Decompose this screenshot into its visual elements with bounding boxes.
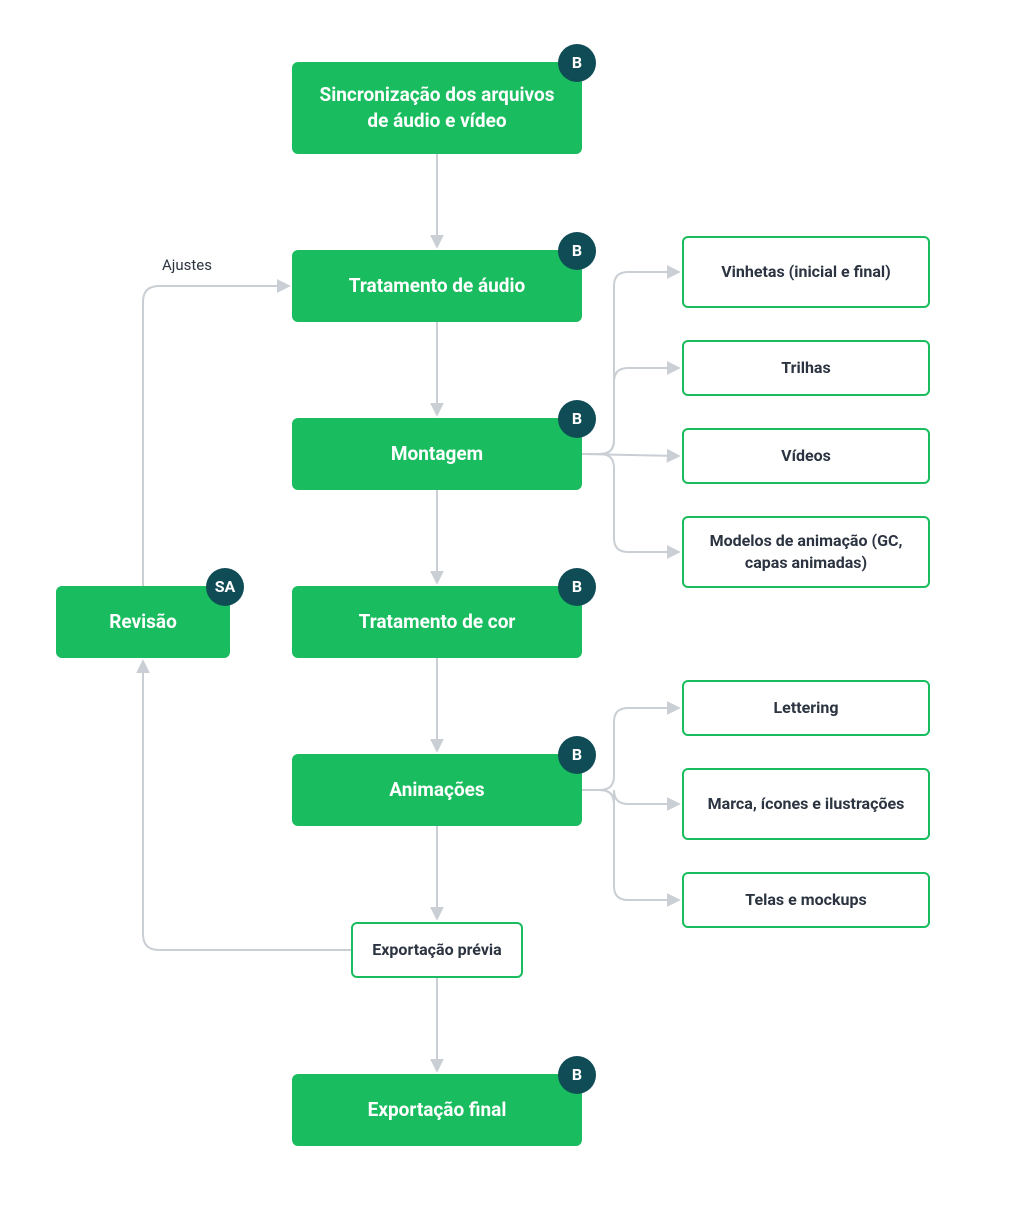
node-label: Modelos de animação (GC, capas animadas)	[700, 530, 912, 573]
node-expfinal: Exportação finalB	[292, 1074, 582, 1146]
node-cor: Tratamento de corB	[292, 586, 582, 658]
node-label: Revisão	[109, 609, 177, 635]
node-label: Vinhetas (inicial e final)	[721, 261, 891, 283]
node-vinhetas: Vinhetas (inicial e final)	[682, 236, 930, 308]
node-videos: Vídeos	[682, 428, 930, 484]
node-sync: Sincronização dos arquivos de áudio e ví…	[292, 62, 582, 154]
edge	[582, 708, 678, 790]
node-label: Exportação final	[368, 1097, 507, 1123]
node-audio: Tratamento de áudioB	[292, 250, 582, 322]
edge	[582, 368, 678, 454]
node-badge: B	[558, 1056, 596, 1094]
node-lettering: Lettering	[682, 680, 930, 736]
node-badge: B	[558, 400, 596, 438]
node-montagem: MontagemB	[292, 418, 582, 490]
node-revisao: RevisãoSA	[56, 586, 230, 658]
node-marca: Marca, ícones e ilustrações	[682, 768, 930, 840]
edge	[582, 790, 678, 804]
node-label: Lettering	[774, 697, 839, 719]
node-label: Tratamento de áudio	[349, 273, 526, 299]
node-label: Animações	[389, 777, 484, 803]
node-label: Exportação prévia	[372, 939, 501, 961]
node-telas: Telas e mockups	[682, 872, 930, 928]
node-expprev: Exportação prévia	[351, 922, 523, 978]
edge	[582, 272, 678, 454]
edge-label: Ajustes	[162, 256, 212, 274]
edge	[143, 286, 288, 586]
node-label: Vídeos	[781, 445, 831, 467]
edge	[582, 454, 678, 456]
node-modelos: Modelos de animação (GC, capas animadas)	[682, 516, 930, 588]
node-label: Trilhas	[781, 357, 830, 379]
flowchart-canvas: Ajustes Sincronização dos arquivos de áud…	[0, 0, 1024, 1222]
node-label: Telas e mockups	[745, 889, 866, 911]
node-label: Sincronização dos arquivos de áudio e ví…	[310, 82, 564, 133]
node-badge: B	[558, 568, 596, 606]
node-badge: B	[558, 232, 596, 270]
node-label: Tratamento de cor	[359, 609, 516, 635]
node-badge: B	[558, 44, 596, 82]
node-trilhas: Trilhas	[682, 340, 930, 396]
node-label: Montagem	[391, 441, 483, 467]
node-badge: SA	[206, 568, 244, 606]
edge	[582, 790, 678, 900]
node-badge: B	[558, 736, 596, 774]
node-anim: AnimaçõesB	[292, 754, 582, 826]
edge	[582, 454, 678, 552]
node-label: Marca, ícones e ilustrações	[708, 793, 905, 815]
